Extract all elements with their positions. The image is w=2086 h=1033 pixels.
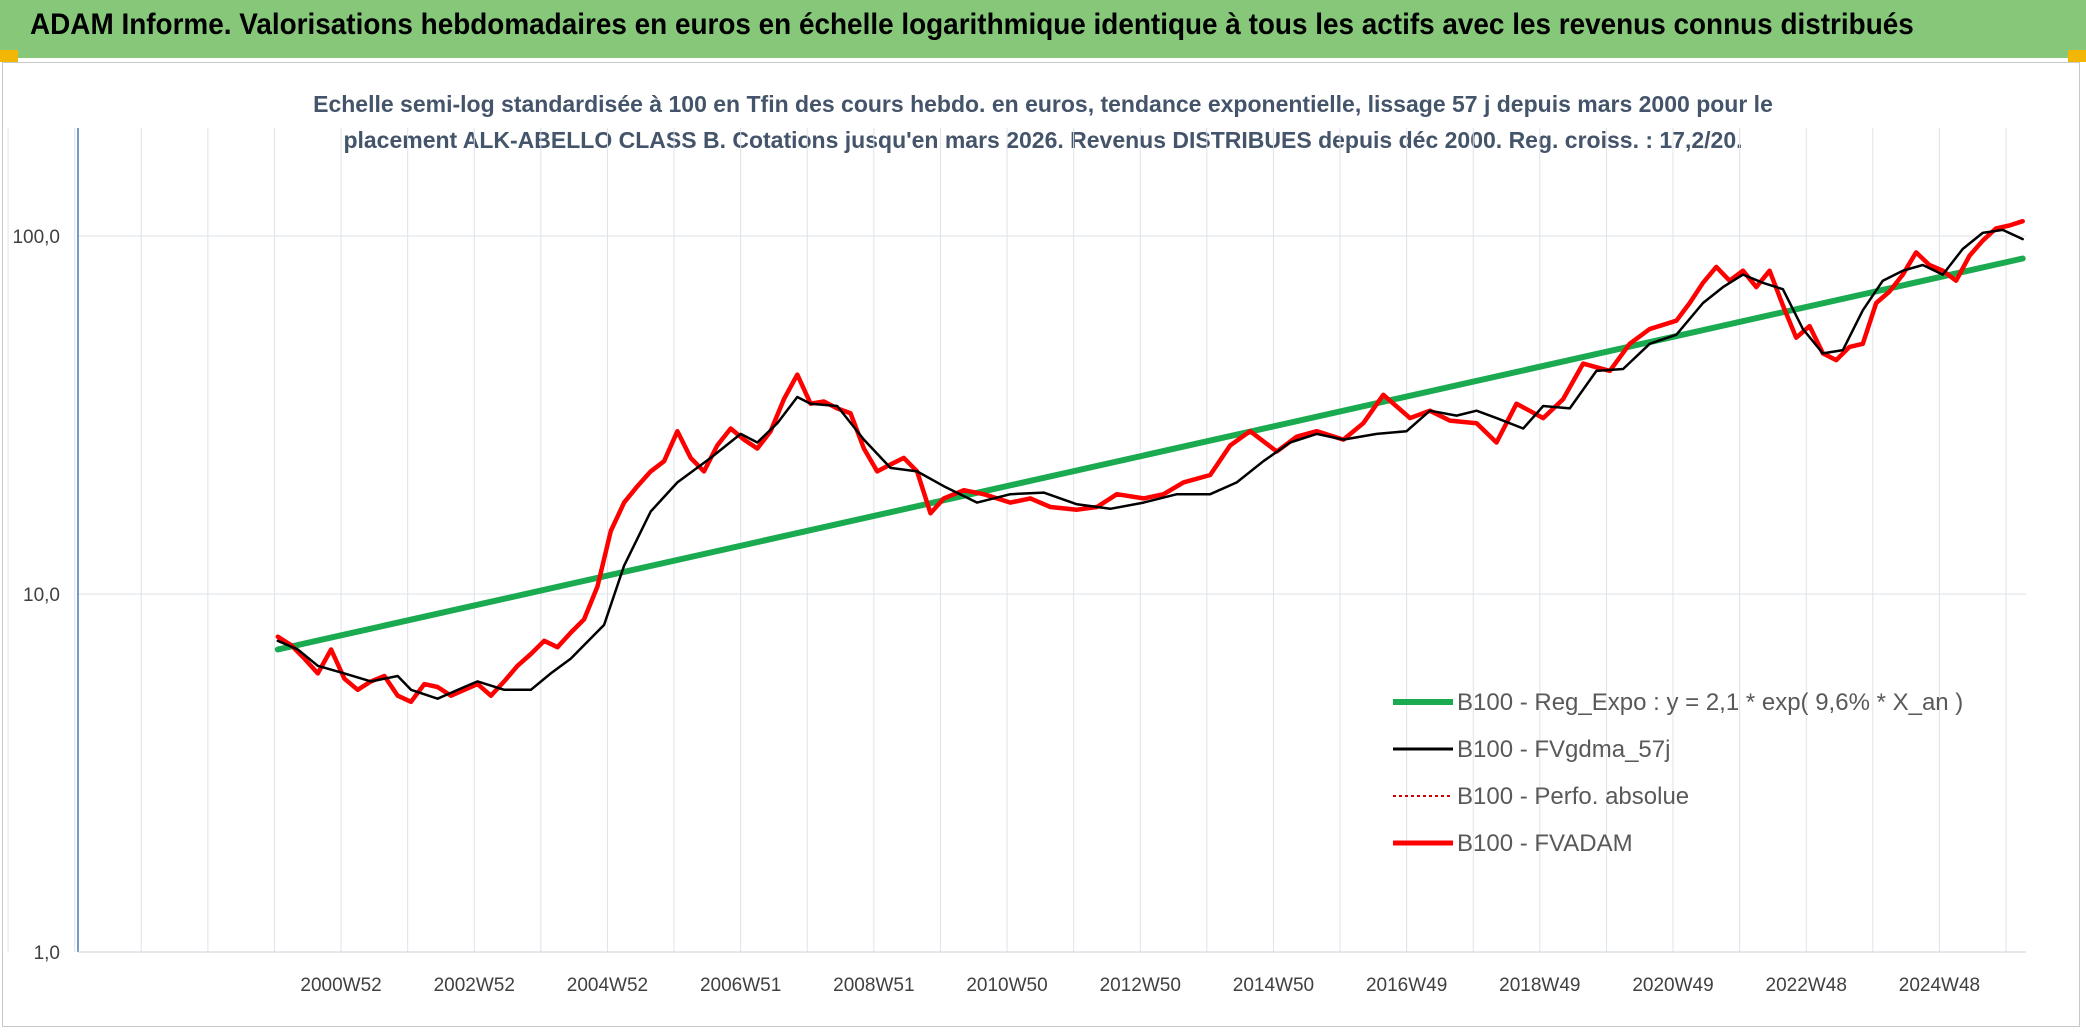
x-tick-label: 2020W49 (1632, 975, 1713, 996)
header-banner: ADAM Informe. Valorisations hebdomadaire… (0, 0, 2086, 58)
legend-label: B100 - FVADAM (1457, 830, 1633, 857)
page-title: ADAM Informe. Valorisations hebdomadaire… (30, 8, 1914, 41)
x-tick-label: 2008W51 (833, 975, 914, 996)
x-tick-label: 2018W49 (1499, 975, 1580, 996)
x-tick-label: 2006W51 (700, 975, 781, 996)
series-line-regression (274, 255, 2026, 653)
x-tick-label: 2022W48 (1766, 975, 1847, 996)
legend-label: B100 - Reg_Expo : y = 2,1 * exp( 9,6% * … (1457, 689, 1963, 716)
chart-frame (2, 62, 2080, 1027)
legend-label: B100 - Perfo. absolue (1457, 783, 1689, 810)
series-line-fvadam (275, 218, 2025, 705)
chart-title-line: placement ALK-ABELLO CLASS B. Cotations … (343, 127, 1742, 153)
x-tick-label: 2016W49 (1366, 975, 1447, 996)
x-tick-label: 2010W50 (966, 975, 1047, 996)
x-tick-label: 2000W52 (300, 975, 381, 996)
x-tick-label: 2012W50 (1100, 975, 1181, 996)
x-tick-label: 2014W50 (1233, 975, 1314, 996)
corner-marker (0, 50, 18, 62)
legend-label: B100 - FVgdma_57j (1457, 736, 1670, 763)
y-tick-label: 100,0 (12, 227, 60, 248)
x-tick-label: 2004W52 (567, 975, 648, 996)
chart-title-line: Echelle semi-log standardisée à 100 en T… (313, 91, 1773, 117)
series-line-fvgdma (276, 228, 2024, 700)
y-tick-label: 1,0 (34, 943, 60, 964)
x-tick-label: 2002W52 (434, 975, 515, 996)
corner-marker (2068, 50, 2086, 62)
y-tick-label: 10,0 (23, 585, 60, 606)
x-tick-label: 2024W48 (1899, 975, 1980, 996)
